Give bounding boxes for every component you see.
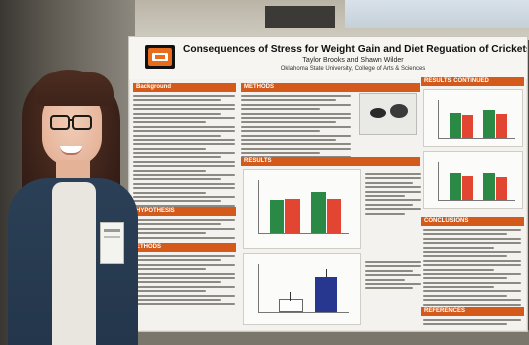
ceiling-window: [345, 0, 529, 28]
section-references: REFERENCES: [421, 307, 524, 316]
results-caption-top: [365, 173, 421, 217]
references-text: [423, 319, 521, 328]
section-methods: METHODS: [241, 83, 420, 92]
methods-left-text: [133, 255, 235, 308]
errbar-control: [289, 291, 291, 302]
name-badge: [100, 222, 124, 264]
glasses-left-lens: [50, 115, 70, 130]
rc2-bar-3: [483, 172, 495, 201]
section-results-continued: RESULTS CONTINUED: [421, 77, 524, 86]
rc2-bar-4: [495, 177, 508, 201]
bar-control-red: [285, 199, 300, 234]
section-background: Background: [133, 83, 236, 92]
rc1-bar-2: [461, 115, 474, 139]
bar-stress-red: [326, 199, 342, 234]
results-continued-chart-1: [423, 89, 523, 147]
glasses-right-lens: [72, 115, 92, 130]
results-chart-bottom: [243, 253, 361, 325]
results-continued-chart-2: [423, 151, 523, 209]
poster-title: Consequences of Stress for Weight Gain a…: [183, 44, 528, 55]
rc1-bar-3: [483, 109, 495, 139]
results-caption-bottom: [365, 261, 421, 292]
section-results: RESULTS: [241, 157, 420, 166]
bar-control-green: [269, 200, 285, 234]
bar-stress-green: [311, 192, 326, 234]
poster-header: Consequences of Stress for Weight Gain a…: [129, 37, 527, 79]
background-text: [133, 95, 235, 214]
cricket-photo: [359, 93, 417, 135]
floor: [135, 330, 529, 345]
presenter-smile: [60, 146, 82, 155]
ceiling-fixture: [265, 6, 335, 28]
methods-text: [241, 95, 351, 161]
glasses-bridge: [68, 119, 74, 121]
presenter: [0, 60, 150, 345]
results-chart-top: [243, 169, 361, 249]
poster-affiliation: Oklahoma State University, College of Ar…: [280, 66, 426, 72]
poster-authors: Taylor Brooks and Shawn Wilder: [302, 57, 404, 64]
section-methods-left: ETHODS: [133, 243, 236, 252]
bar-stress-mass: [315, 277, 337, 312]
research-poster: Consequences of Stress for Weight Gain a…: [128, 36, 528, 332]
rc1-bar-1: [449, 112, 462, 139]
university-logo: [145, 45, 175, 69]
errbar-stress: [325, 268, 327, 278]
presenter-shirt: [52, 182, 96, 345]
conclusions-text: [423, 229, 521, 312]
rc2-bar-2: [461, 176, 474, 201]
section-conclusions: CONCLUSIONS: [421, 217, 524, 226]
rc1-bar-4: [495, 114, 508, 139]
rc2-bar-1: [449, 173, 462, 201]
logo-shield-icon: [148, 48, 172, 66]
presenter-fringe: [34, 72, 114, 106]
hypothesis-text: [133, 219, 235, 241]
section-hypothesis: HYPOTHESIS: [133, 207, 236, 216]
